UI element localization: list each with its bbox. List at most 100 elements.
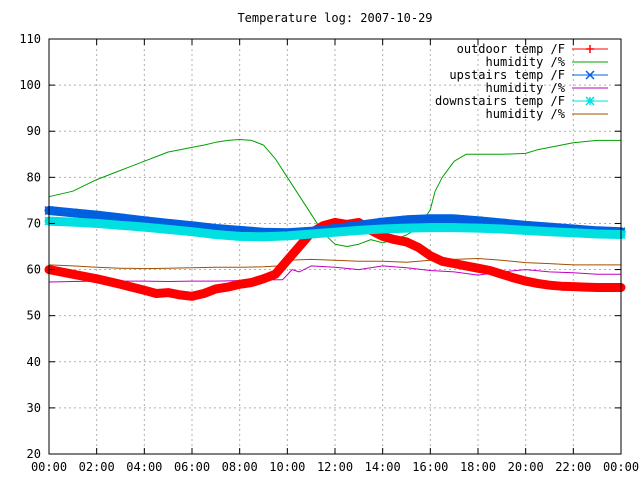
data-point-downstairs-temp-f: [282, 231, 292, 241]
data-point-outdoor-temp-f: [223, 283, 232, 292]
data-point-outdoor-temp-f: [235, 280, 244, 289]
data-point-downstairs-temp-f: [330, 227, 340, 237]
legend-marker-downstairs-temp-f: [585, 96, 595, 106]
data-point-downstairs-temp-f: [306, 229, 316, 239]
y-tick-label: 70: [27, 216, 41, 230]
data-point-downstairs-temp-f: [139, 222, 149, 232]
data-point-upstairs-temp-f: [449, 214, 459, 224]
data-point-outdoor-temp-f: [545, 281, 554, 290]
data-point-downstairs-temp-f: [425, 223, 435, 233]
data-point-outdoor-temp-f: [509, 273, 518, 282]
y-tick-label: 90: [27, 124, 41, 138]
data-point-outdoor-temp-f: [581, 283, 590, 292]
legend-label-humidity: humidity /%: [486, 55, 566, 69]
y-tick-label: 30: [27, 401, 41, 415]
data-point-downstairs-temp-f: [354, 225, 364, 235]
data-point-outdoor-temp-f: [176, 290, 185, 299]
data-point-outdoor-temp-f: [390, 235, 399, 244]
data-point-outdoor-temp-f: [569, 282, 578, 291]
data-point-downstairs-temp-f: [92, 218, 102, 228]
x-tick-label: 14:00: [365, 460, 401, 474]
data-point-outdoor-temp-f: [450, 259, 459, 268]
data-point-outdoor-temp-f: [593, 283, 602, 292]
y-tick-label: 100: [19, 78, 41, 92]
series-line-humidity-5: [48, 258, 622, 270]
data-point-downstairs-temp-f: [115, 220, 126, 230]
data-point-outdoor-temp-f: [485, 266, 494, 275]
x-tick-label: 18:00: [460, 460, 496, 474]
legend-label-humidity: humidity /%: [486, 81, 566, 95]
x-tick-label: 16:00: [412, 460, 448, 474]
data-point-outdoor-temp-f: [557, 282, 566, 291]
y-tick-label: 50: [27, 309, 41, 323]
data-point-downstairs-temp-f: [378, 224, 388, 234]
data-point-outdoor-temp-f: [68, 270, 77, 279]
data-point-downstairs-temp-f: [473, 223, 483, 233]
x-tick-label: 20:00: [508, 460, 544, 474]
data-point-upstairs-temp-f: [473, 216, 483, 226]
data-point-outdoor-temp-f: [414, 243, 423, 252]
data-point-outdoor-temp-f: [438, 257, 447, 266]
data-point-outdoor-temp-f: [295, 242, 304, 251]
data-point-downstairs-temp-f: [187, 227, 197, 237]
chart-title: Temperature log: 2007-10-29: [237, 11, 432, 25]
data-point-downstairs-temp-f: [544, 227, 555, 237]
data-point-downstairs-temp-f: [401, 223, 412, 233]
data-point-downstairs-temp-f: [568, 228, 578, 238]
data-point-outdoor-temp-f: [116, 280, 125, 289]
x-tick-label: 04:00: [126, 460, 162, 474]
x-tick-label: 10:00: [269, 460, 305, 474]
data-point-downstairs-temp-f: [235, 231, 245, 241]
data-point-outdoor-temp-f: [605, 283, 614, 292]
data-point-outdoor-temp-f: [533, 279, 542, 288]
y-tick-label: 80: [27, 170, 41, 184]
data-point-outdoor-temp-f: [283, 256, 292, 265]
legend-marker-outdoor-temp-f: [586, 45, 594, 53]
data-point-upstairs-temp-f: [425, 214, 435, 224]
data-point-downstairs-temp-f: [68, 217, 78, 227]
data-point-outdoor-temp-f: [211, 284, 220, 293]
data-point-outdoor-temp-f: [462, 261, 471, 270]
data-point-outdoor-temp-f: [497, 270, 506, 279]
data-point-downstairs-temp-f: [521, 225, 531, 235]
legend-label-upstairs-temp-f: upstairs temp /F: [449, 68, 565, 82]
data-point-outdoor-temp-f: [92, 274, 101, 283]
data-point-upstairs-temp-f: [68, 208, 78, 218]
y-tick-label: 60: [27, 263, 41, 277]
data-point-outdoor-temp-f: [378, 232, 387, 241]
y-tick-label: 20: [27, 447, 41, 461]
plot-area: [44, 139, 626, 301]
x-tick-label: 08:00: [222, 460, 258, 474]
x-tick-label: 00:00: [31, 460, 67, 474]
data-point-downstairs-temp-f: [211, 229, 221, 240]
legend-label-humidity: humidity /%: [486, 107, 566, 121]
data-point-downstairs-temp-f: [258, 232, 269, 242]
legend-marker-upstairs-temp-f: [585, 70, 595, 80]
data-point-downstairs-temp-f: [449, 223, 459, 233]
data-point-outdoor-temp-f: [426, 251, 435, 260]
data-point-upstairs-temp-f: [92, 210, 102, 220]
data-point-outdoor-temp-f: [247, 278, 256, 287]
data-point-outdoor-temp-f: [271, 270, 280, 279]
data-point-downstairs-temp-f: [592, 229, 602, 239]
y-tick-label: 110: [19, 32, 41, 46]
x-tick-label: 06:00: [174, 460, 210, 474]
data-point-outdoor-temp-f: [188, 292, 196, 301]
data-point-upstairs-temp-f: [401, 215, 412, 225]
legend-label-downstairs-temp-f: downstairs temp /F: [435, 94, 565, 108]
x-tick-label: 02:00: [79, 460, 115, 474]
x-tick-label: 22:00: [555, 460, 591, 474]
series-line-humidity-3: [48, 265, 622, 283]
data-point-outdoor-temp-f: [140, 286, 149, 295]
series-line-humidity-1: [48, 139, 622, 247]
data-point-outdoor-temp-f: [521, 277, 530, 286]
data-point-outdoor-temp-f: [259, 274, 268, 283]
legend-label-outdoor-temp-f: outdoor temp /F: [457, 42, 565, 56]
data-point-outdoor-temp-f: [402, 237, 411, 246]
x-tick-label: 12:00: [317, 460, 353, 474]
x-tick-label: 00:00: [603, 460, 639, 474]
data-point-outdoor-temp-f: [152, 289, 161, 298]
axis-ticks: 20 30 40 50 60 70 80 90 100 110 00:00 02:00 04:00 06:…: [19, 32, 639, 474]
